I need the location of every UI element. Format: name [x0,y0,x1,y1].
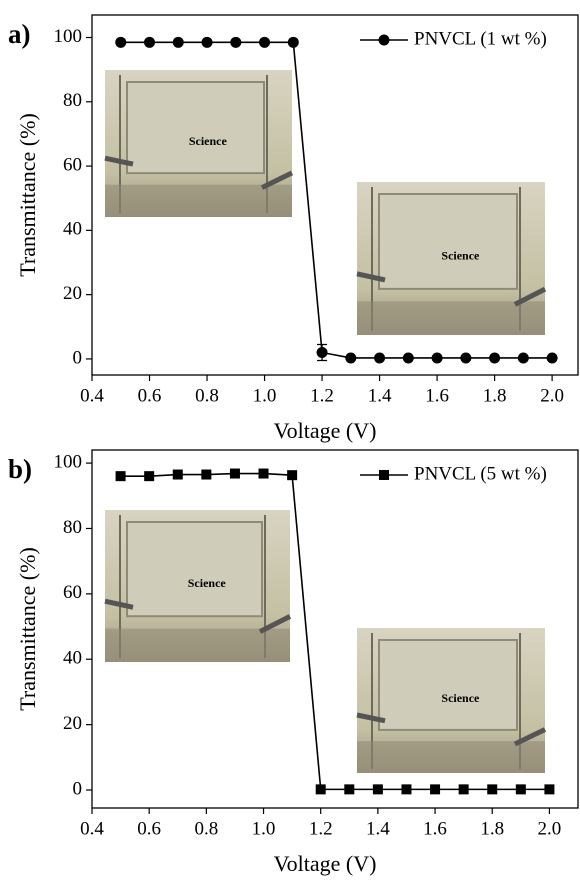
x-tick-label: 2.0 [538,818,562,839]
y-tick-label: 80 [63,517,82,538]
legend-label: PNVCL (5 wt %) [414,463,547,484]
electrode [356,712,386,724]
y-axis-label: Transmittance (%) [15,113,40,277]
photo-label: Science [441,249,480,263]
data-point [172,36,184,48]
data-point [517,352,529,364]
data-point [544,784,555,795]
data-point [546,352,558,364]
y-tick-label: 0 [73,778,83,799]
photo-panel [126,521,263,618]
photo-panel [378,639,518,731]
series-line [120,41,553,359]
legend-marker [379,470,389,480]
data-point [287,36,299,48]
data-point [374,352,386,364]
data-point [115,36,127,48]
data-point [430,784,441,795]
data-point [115,471,126,482]
data-point [316,347,328,358]
data-point [515,784,526,795]
data-point [431,352,443,364]
data-point [230,36,242,48]
data-point [259,36,271,48]
photo-label: Science [189,134,228,148]
x-tick-label: 0.8 [195,385,219,406]
photo-base [357,741,545,773]
data-point [458,784,469,795]
electrode [356,271,386,283]
x-tick-label: 0.4 [80,385,104,406]
y-axis-label: Transmittance (%) [15,547,40,711]
photo-panel [378,193,518,290]
data-point [401,784,412,795]
data-point [372,784,383,795]
data-point [144,36,156,48]
x-tick-label: 1.4 [368,385,392,406]
data-point [344,784,355,795]
y-tick-label: 60 [63,582,82,603]
x-tick-label: 1.0 [252,818,276,839]
data-point [144,471,155,482]
electrode [258,614,292,634]
data-point [345,352,357,364]
series-line [120,472,550,791]
data-point [315,784,326,795]
electrode [260,170,294,190]
y-tick-label: 100 [54,26,83,47]
plot-frame [91,14,579,376]
y-tick-label: 20 [63,713,82,734]
x-tick-label: 1.4 [366,818,390,839]
x-tick-label: 0.6 [137,818,161,839]
plot-frame [91,449,579,809]
x-tick-label: 0.8 [194,818,218,839]
x-tick-label: 1.8 [483,385,507,406]
y-tick-label: 0 [73,347,83,368]
data-point [287,470,298,481]
data-point [402,352,414,364]
data-point [229,468,240,479]
data-point [201,36,213,48]
data-point [258,468,269,479]
panel-label: b) [8,454,32,484]
x-tick-label: 0.6 [138,385,162,406]
panel-label: a) [8,19,31,49]
data-point [489,352,501,364]
electrode [104,598,134,610]
y-tick-label: 100 [54,451,83,472]
legend-marker [378,34,390,46]
photo-label: Science [441,691,480,705]
y-tick-label: 60 [63,154,82,175]
y-tick-label: 40 [63,219,82,240]
y-tick-label: 20 [63,283,82,304]
data-point [172,469,183,480]
photo-base [357,301,545,335]
data-point [201,469,212,480]
photo-label: Science [188,576,227,590]
x-tick-label: 0.4 [80,818,104,839]
x-axis-label: Voltage (V) [274,418,377,443]
electrode [104,155,134,167]
x-tick-label: 2.0 [540,385,564,406]
x-tick-label: 1.2 [309,818,333,839]
x-tick-label: 1.6 [425,385,449,406]
electrode [513,727,547,747]
photo-panel [126,81,265,175]
x-tick-label: 1.6 [423,818,447,839]
electrode [513,286,547,307]
photo-base [105,628,290,662]
x-tick-label: 1.8 [480,818,504,839]
x-tick-label: 1.2 [310,385,334,406]
data-point [487,784,498,795]
x-axis-label: Voltage (V) [274,851,377,876]
y-tick-label: 80 [63,90,82,111]
data-point [460,352,472,364]
photo-base [105,184,292,217]
x-tick-label: 1.0 [253,385,277,406]
y-tick-label: 40 [63,648,82,669]
legend-label: PNVCL (1 wt %) [414,28,547,49]
